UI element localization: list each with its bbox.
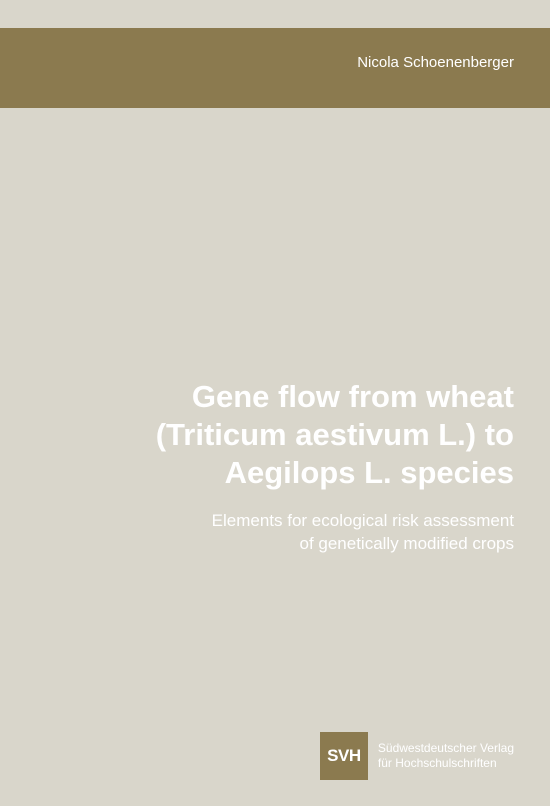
publisher-line: für Hochschulschriften — [378, 756, 497, 770]
publisher-line: Südwestdeutscher Verlag — [378, 741, 514, 755]
publisher-block: SVH Südwestdeutscher Verlag für Hochschu… — [320, 732, 514, 780]
title-line: Gene flow from wheat — [192, 379, 514, 414]
title-line: Aegilops L. species — [225, 455, 514, 490]
subtitle-line: Elements for ecological risk assessment — [212, 511, 514, 530]
publisher-name: Südwestdeutscher Verlag für Hochschulsch… — [378, 741, 514, 771]
publisher-logo: SVH — [320, 732, 368, 780]
book-title: Gene flow from wheat (Triticum aestivum … — [156, 378, 514, 491]
subtitle-line: of genetically modified crops — [299, 534, 514, 553]
book-subtitle: Elements for ecological risk assessment … — [212, 510, 514, 556]
title-line: (Triticum aestivum L.) to — [156, 417, 514, 452]
author-name: Nicola Schoenenberger — [357, 54, 514, 71]
